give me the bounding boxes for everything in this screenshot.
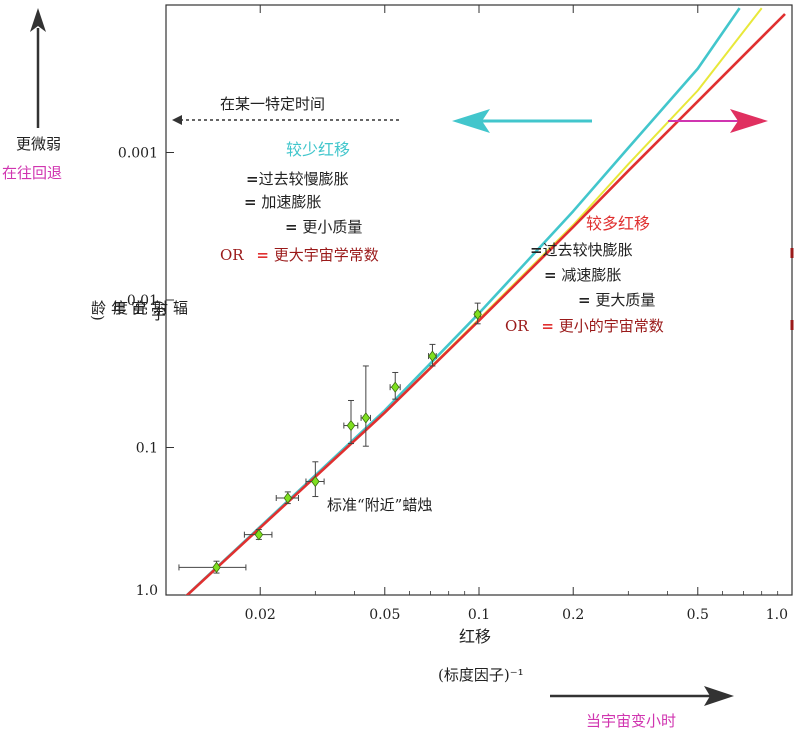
eq-sign: = xyxy=(544,266,557,284)
model-curves xyxy=(185,7,786,595)
less-redshift-title: 较少红移 xyxy=(286,140,351,159)
y-tick-label: 0.1 xyxy=(136,441,158,457)
more-redshift-line3: = 更大质量 xyxy=(578,291,655,309)
less-redshift-line3-text: 更小质量 xyxy=(302,218,363,236)
x-tick-label: 0.05 xyxy=(369,607,400,623)
eq-sign: = xyxy=(541,317,554,335)
or-label: OR xyxy=(220,246,244,264)
eq-sign: = xyxy=(285,218,298,236)
eq-sign: = xyxy=(244,193,257,211)
eq-sign: = xyxy=(246,170,259,188)
when-smaller-label: 当宇宙变小时 xyxy=(586,712,677,730)
more-redshift-line1-text: 过去较快膨胀 xyxy=(542,241,633,259)
diamond-marker xyxy=(428,350,437,362)
plot-frame xyxy=(165,4,793,596)
axis-ticks: 0.02 0.05 0.1 0.2 0.5 1.0 0.001 0.01 0.1 1.0 xyxy=(118,5,793,623)
smaller-universe-arrow xyxy=(550,686,734,706)
fainter-arrow xyxy=(30,8,46,128)
model-curve-0 xyxy=(185,7,741,595)
diamond-marker xyxy=(283,492,293,504)
x-tick-label: 0.1 xyxy=(468,607,490,623)
x-tick-label: 0.5 xyxy=(687,607,709,623)
y-tick-label: 1.0 xyxy=(136,583,158,599)
less-redshift-line1: =过去较慢膨胀 xyxy=(246,170,349,188)
y-tick-label: 0.001 xyxy=(118,146,158,162)
model-curve-2 xyxy=(185,13,786,595)
y-axis-label-main: 辐射亮度 xyxy=(111,300,189,315)
or-label: OR xyxy=(505,317,529,335)
standard-candles-label: 标准“附近”蜡烛 xyxy=(327,496,433,514)
magenta-right-arrow xyxy=(668,109,768,133)
eq-sign: = xyxy=(256,246,269,264)
less-redshift-line4-text: 更大宇宙学常数 xyxy=(273,246,379,264)
teal-left-arrow xyxy=(452,109,592,133)
x-axis-sublabel: (标度因子)⁻¹ xyxy=(438,666,524,684)
diamond-marker xyxy=(361,412,371,424)
data-point xyxy=(305,461,325,498)
data-point xyxy=(428,343,437,367)
more-redshift-line2-text: 减速膨胀 xyxy=(561,266,622,284)
less-redshift-line3: = 更小质量 xyxy=(285,218,362,236)
diamond-marker xyxy=(311,475,320,488)
y-tick-label: 0.01 xyxy=(127,293,158,309)
x-tick-label: 0.2 xyxy=(562,607,584,623)
more-redshift-title: 较多红移 xyxy=(586,214,651,233)
eq-sign: = xyxy=(530,241,543,259)
data-point xyxy=(243,529,273,541)
more-redshift-line3-text: 更大质量 xyxy=(595,291,656,309)
diamond-marker xyxy=(254,529,264,541)
diamond-marker xyxy=(346,419,356,432)
fainter-label: 更微弱 xyxy=(16,135,62,153)
certain-time-label: 在某一特定时间 xyxy=(220,95,326,113)
x-tick-label: 1.0 xyxy=(766,607,788,623)
data-point xyxy=(343,399,359,445)
more-redshift-line4-text: 更小的宇宙常数 xyxy=(558,317,664,335)
data-point xyxy=(389,371,401,400)
x-axis-label: 红移 xyxy=(459,627,492,646)
diamond-marker xyxy=(390,381,400,393)
x-tick-label: 0.02 xyxy=(245,607,276,623)
more-redshift-line4: OR = 更小的宇宙常数 xyxy=(505,317,664,335)
y-axis-label-sub: (宇宙年龄) xyxy=(89,300,167,321)
data-point xyxy=(275,491,299,505)
eq-sign: = xyxy=(578,291,591,309)
less-redshift-line2: = 加速膨胀 xyxy=(244,193,321,211)
certain-time-arrow xyxy=(172,115,402,125)
more-redshift-line2: = 减速膨胀 xyxy=(544,266,621,284)
more-redshift-line1: =过去较快膨胀 xyxy=(530,241,633,259)
less-redshift-line2-text: 加速膨胀 xyxy=(261,193,322,211)
less-redshift-line1-text: 过去较慢膨胀 xyxy=(258,170,349,188)
data-point xyxy=(178,560,247,574)
data-point xyxy=(473,302,482,325)
diamond-marker xyxy=(473,308,482,320)
data-points xyxy=(178,302,482,574)
diamond-marker xyxy=(212,561,221,574)
less-redshift-line4: OR = 更大宇宙学常数 xyxy=(220,246,379,264)
data-point xyxy=(360,365,371,447)
further-back-label: 在往回退 xyxy=(2,164,63,182)
